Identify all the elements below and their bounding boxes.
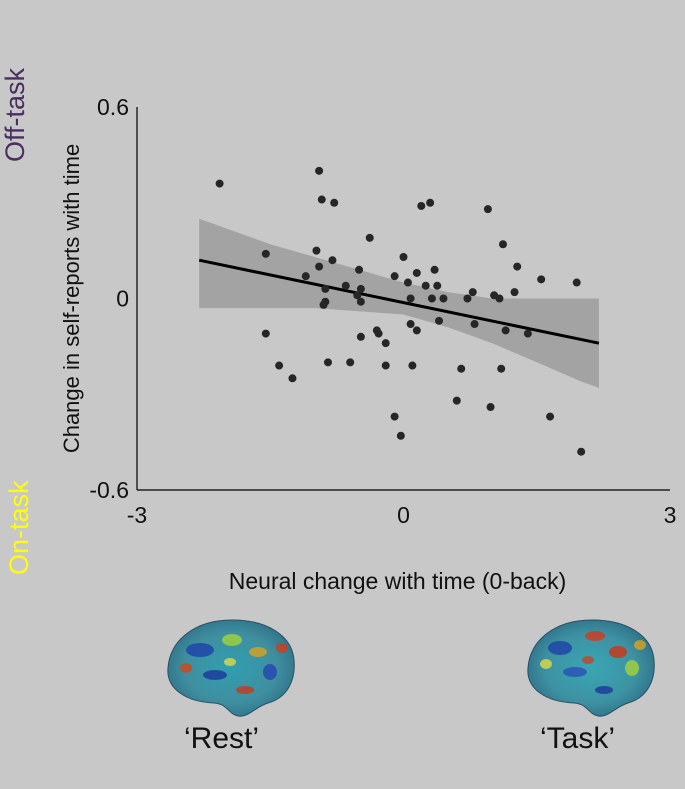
data-point-5 (301, 272, 310, 281)
data-point-26 (381, 361, 390, 370)
on-task-label: On-task (4, 480, 34, 575)
data-point-34 (406, 320, 415, 329)
data-point-18 (353, 291, 362, 300)
data-point-14 (328, 256, 337, 265)
task-label: ‘Task’ (540, 722, 616, 755)
y-tick-label-0: 0.6 (97, 94, 129, 120)
data-point-7 (315, 166, 324, 175)
x-tick-label-1: 0 (397, 502, 410, 528)
x-tick-label-0: -3 (127, 502, 147, 528)
data-point-52 (486, 403, 495, 412)
data-point-11 (321, 284, 330, 293)
data-point-62 (546, 412, 555, 421)
data-point-15 (330, 198, 339, 207)
data-point-48 (463, 294, 472, 303)
data-point-58 (510, 288, 519, 297)
data-point-35 (408, 361, 417, 370)
data-point-12 (321, 297, 330, 306)
y-tick-label-2: -0.6 (89, 477, 129, 503)
off-task-label: Off-task (0, 67, 30, 162)
data-point-31 (396, 431, 405, 440)
data-point-13 (323, 358, 332, 367)
data-point-39 (421, 281, 430, 290)
data-point-30 (399, 253, 408, 262)
data-point-50 (470, 320, 479, 329)
data-point-8 (315, 262, 324, 271)
regression-line (198, 258, 600, 345)
data-point-2 (261, 329, 270, 338)
data-point-25 (374, 329, 383, 338)
data-point-42 (430, 265, 439, 274)
data-point-22 (356, 332, 365, 341)
data-point-43 (433, 281, 442, 290)
data-point-0 (215, 179, 224, 188)
data-point-16 (341, 281, 350, 290)
data-point-64 (577, 447, 586, 456)
data-point-51 (483, 205, 492, 214)
data-point-17 (346, 358, 355, 367)
data-point-40 (426, 198, 435, 207)
data-point-21 (356, 297, 365, 306)
data-point-32 (403, 278, 412, 287)
y-axis-label: Change in self-reports with time (59, 144, 84, 453)
data-point-55 (497, 364, 506, 373)
data-point-41 (427, 294, 436, 303)
data-point-6 (312, 246, 321, 255)
data-point-9 (317, 195, 326, 204)
data-point-20 (356, 284, 365, 293)
data-point-33 (406, 294, 415, 303)
brain-rest-image (167, 619, 295, 717)
brain-task-image (527, 619, 655, 717)
data-point-45 (439, 294, 448, 303)
data-point-44 (435, 316, 444, 325)
data-point-59 (513, 262, 522, 271)
data-point-60 (523, 329, 532, 338)
data-point-27 (381, 339, 390, 348)
data-point-23 (365, 233, 374, 242)
x-tick-label-2: 3 (664, 502, 677, 528)
data-point-37 (412, 326, 421, 335)
data-point-19 (355, 265, 364, 274)
data-point-56 (498, 240, 507, 249)
y-tick-label-1: 0 (116, 286, 129, 312)
data-point-28 (390, 272, 399, 281)
data-point-63 (572, 278, 581, 287)
data-point-1 (261, 249, 270, 258)
confidence-band (199, 218, 599, 388)
data-point-29 (390, 412, 399, 421)
data-point-54 (495, 294, 504, 303)
data-point-61 (537, 275, 546, 284)
data-point-4 (288, 374, 297, 383)
data-point-38 (417, 201, 426, 210)
data-point-46 (452, 396, 461, 405)
x-axis-label: Neural change with time (0-back) (229, 568, 566, 594)
data-point-47 (457, 364, 466, 373)
rest-label: ‘Rest’ (184, 722, 260, 755)
data-point-3 (275, 361, 284, 370)
data-point-49 (468, 288, 477, 297)
data-point-57 (501, 326, 510, 335)
data-point-36 (412, 268, 421, 277)
